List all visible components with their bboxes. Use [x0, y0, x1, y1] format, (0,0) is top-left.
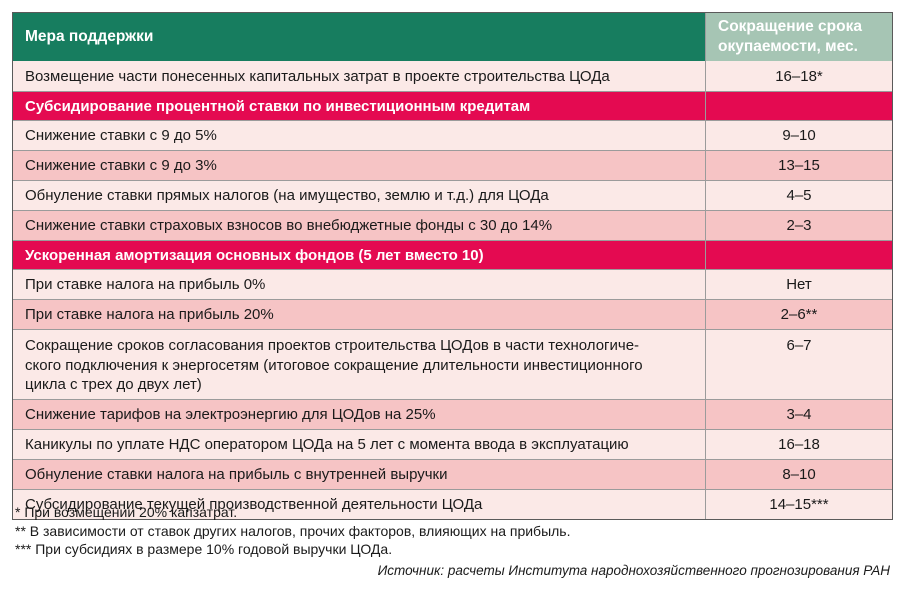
section-title: Ускоренная амортизация основных фондов (…	[13, 241, 705, 270]
payback-value: 14–15***	[705, 489, 892, 519]
table-row: Снижение ставки с 9 до 5% 9–10	[13, 120, 892, 151]
footnote-1: * При возмещении 20% капзатрат.	[15, 504, 238, 520]
measure-label: При ставке налога на прибыль 20%	[13, 300, 705, 330]
measure-label: Снижение ставки с 9 до 5%	[13, 121, 705, 151]
section-header-row: Ускоренная амортизация основных фондов (…	[13, 240, 892, 270]
table-row: При ставке налога на прибыль 0% Нет	[13, 269, 892, 300]
measure-label: Снижение ставки страховых взносов во вне…	[13, 211, 705, 241]
payback-value: 16–18	[705, 429, 892, 459]
measure-label: Обнуление ставки налога на прибыль с вну…	[13, 459, 705, 489]
footnote-3: *** При субсидиях в размере 10% годовой …	[15, 541, 393, 557]
table-row: Субсидирование текущей производственной …	[13, 488, 892, 519]
measure-label: Сокращение сроков согласования проектов …	[13, 330, 705, 399]
table-row: Снижение ставки с 9 до 3% 13–15	[13, 150, 892, 181]
payback-value: 6–7	[705, 330, 892, 399]
table-row: Возмещение части понесенных капитальных …	[13, 61, 892, 92]
table-row: Обнуление ставки налога на прибыль с вну…	[13, 458, 892, 489]
measure-label: Субсидирование текущей производственной …	[13, 489, 705, 519]
section-empty-value-cell	[705, 241, 892, 270]
table-row: Каникулы по уплате НДС оператором ЦОДа н…	[13, 428, 892, 459]
section-header-row: Субсидирование процентной ставки по инве…	[13, 91, 892, 121]
payback-value: 16–18*	[705, 61, 892, 92]
measure-label: Обнуление ставки прямых налогов (на имущ…	[13, 181, 705, 211]
table-header-row: Мера поддержки Сокращение срока окупаемо…	[13, 13, 892, 62]
measure-label: Снижение тарифов на электроэнергию для Ц…	[13, 399, 705, 429]
header-payback-reduction-column: Сокращение срока окупаемости, мес.	[705, 13, 892, 62]
measure-label: Каникулы по уплате НДС оператором ЦОДа н…	[13, 429, 705, 459]
header-measure-column: Мера поддержки	[13, 13, 705, 62]
measure-label: Возмещение части понесенных капитальных …	[13, 61, 705, 92]
table-row: Обнуление ставки прямых налогов (на имущ…	[13, 180, 892, 211]
payback-value: Нет	[705, 270, 892, 300]
footnotes-block: * При возмещении 20% капзатрат. ** В зав…	[15, 503, 571, 559]
measure-label: Снижение ставки с 9 до 3%	[13, 151, 705, 181]
footnote-2: ** В зависимости от ставок других налого…	[15, 522, 571, 539]
table-row: Сокращение сроков согласования проектов …	[13, 329, 892, 399]
table-row: При ставке налога на прибыль 20% 2–6**	[13, 299, 892, 330]
support-measures-table: Мера поддержки Сокращение срока окупаемо…	[12, 12, 893, 520]
section-title: Субсидирование процентной ставки по инве…	[13, 92, 705, 121]
table-body: Возмещение части понесенных капитальных …	[13, 61, 892, 519]
payback-value: 9–10	[705, 121, 892, 151]
table-row: Снижение тарифов на электроэнергию для Ц…	[13, 398, 892, 429]
payback-value: 4–5	[705, 181, 892, 211]
payback-value: 13–15	[705, 151, 892, 181]
source-attribution: Источник: расчеты Института народнохозяй…	[377, 563, 890, 578]
table-row: Снижение ставки страховых взносов во вне…	[13, 210, 892, 241]
payback-value: 2–6**	[705, 300, 892, 330]
section-empty-value-cell	[705, 92, 892, 121]
measure-label: При ставке налога на прибыль 0%	[13, 270, 705, 300]
payback-value: 3–4	[705, 399, 892, 429]
payback-value: 2–3	[705, 211, 892, 241]
payback-value: 8–10	[705, 459, 892, 489]
